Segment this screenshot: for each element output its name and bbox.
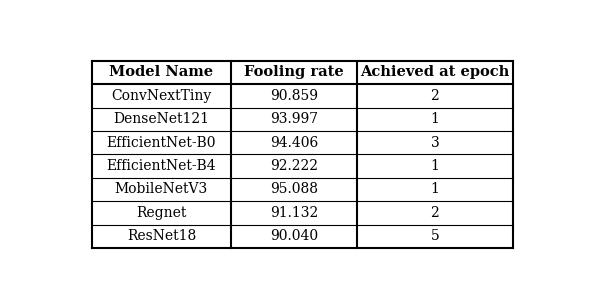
Text: 1: 1 [431,112,440,126]
Text: 94.406: 94.406 [270,136,318,150]
Text: 1: 1 [431,159,440,173]
Text: MobileNetV3: MobileNetV3 [115,182,208,196]
Text: 5: 5 [431,229,440,243]
Text: 2: 2 [431,89,440,103]
Text: Regnet: Regnet [136,206,186,220]
Text: Achieved at epoch: Achieved at epoch [360,65,510,80]
Text: 93.997: 93.997 [270,112,318,126]
Text: 90.040: 90.040 [270,229,318,243]
Text: 90.859: 90.859 [270,89,318,103]
Text: ConvNextTiny: ConvNextTiny [112,89,212,103]
Text: Model Name: Model Name [109,65,214,80]
Text: 95.088: 95.088 [270,182,318,196]
Text: Fooling rate: Fooling rate [244,65,344,80]
Text: 3: 3 [431,136,440,150]
Text: 1: 1 [431,182,440,196]
Text: ResNet18: ResNet18 [127,229,196,243]
Text: 91.132: 91.132 [270,206,318,220]
Text: DenseNet121: DenseNet121 [113,112,209,126]
Text: EfficientNet-B0: EfficientNet-B0 [107,136,216,150]
Text: 2: 2 [431,206,440,220]
Text: EfficientNet-B4: EfficientNet-B4 [107,159,217,173]
Text: 92.222: 92.222 [270,159,318,173]
